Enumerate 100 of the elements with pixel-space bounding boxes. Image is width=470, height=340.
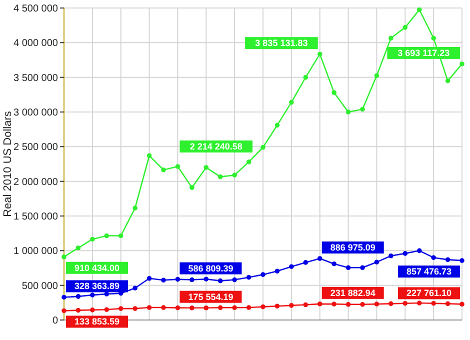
- point: [232, 172, 237, 178]
- data-label: 175 554.19: [188, 292, 234, 302]
- point: [289, 264, 294, 270]
- point: [289, 303, 294, 308]
- point: [402, 300, 408, 306]
- point: [246, 305, 252, 310]
- point: [90, 308, 95, 312]
- y-tick-label: 1 500 000: [14, 212, 58, 222]
- point: [274, 268, 280, 274]
- point: [76, 294, 81, 299]
- data-label: 886 975.09: [330, 242, 376, 253]
- point: [62, 254, 66, 260]
- point: [346, 302, 351, 307]
- point: [374, 302, 380, 306]
- point: [431, 300, 436, 306]
- y-tick-label: 500 000: [22, 280, 58, 292]
- point: [104, 307, 110, 312]
- point: [346, 110, 351, 114]
- data-label: 857 476.73: [406, 266, 452, 277]
- point: [218, 174, 223, 180]
- y-tick-label: 3 500 000: [14, 72, 58, 84]
- point: [175, 276, 180, 282]
- point: [246, 274, 252, 280]
- point: [460, 62, 464, 66]
- point: [388, 253, 394, 258]
- y-tick-label: 1 000 000: [14, 246, 58, 258]
- data-label: 227 761.10: [406, 288, 452, 298]
- point: [445, 78, 450, 84]
- point: [317, 256, 322, 261]
- point: [218, 305, 223, 310]
- point: [460, 258, 464, 263]
- data-label: 231 882.94: [330, 288, 376, 298]
- point: [360, 265, 365, 270]
- point: [190, 277, 194, 282]
- y-tick-label: 2 500 000: [14, 142, 58, 154]
- point: [388, 36, 394, 41]
- point: [132, 286, 138, 291]
- point: [62, 294, 66, 300]
- data-label: 3 693 117.23: [398, 48, 450, 58]
- point: [260, 272, 266, 277]
- point: [132, 206, 138, 210]
- point: [289, 100, 294, 105]
- point: [445, 301, 450, 306]
- point: [260, 304, 266, 310]
- point: [190, 185, 194, 190]
- point: [374, 73, 380, 78]
- data-label: 133 853.59: [74, 316, 120, 327]
- point: [246, 160, 252, 164]
- point: [346, 265, 351, 270]
- point: [218, 278, 223, 284]
- point: [416, 7, 422, 12]
- point: [232, 277, 237, 282]
- point: [431, 36, 436, 41]
- point: [332, 261, 336, 266]
- point: [104, 292, 110, 296]
- data-label: 3 835 131.83: [255, 38, 308, 48]
- point: [146, 276, 152, 281]
- point: [76, 245, 81, 250]
- point: [416, 300, 422, 306]
- y-tick-label: 4 500 000: [14, 4, 58, 14]
- point: [190, 305, 194, 310]
- point: [161, 167, 166, 172]
- y-tick-label: 0: [52, 316, 58, 326]
- point: [317, 52, 322, 56]
- point: [146, 305, 152, 310]
- point: [431, 255, 436, 260]
- y-axis-title: Real 2010 US Dollars: [2, 110, 14, 217]
- point: [204, 305, 209, 310]
- point: [175, 164, 180, 169]
- point: [146, 153, 152, 158]
- data-label: 910 434.00: [74, 262, 120, 273]
- data-label: 2 214 240.58: [190, 141, 242, 152]
- point: [460, 302, 464, 307]
- point: [303, 302, 308, 308]
- point: [260, 144, 266, 150]
- point: [232, 305, 237, 310]
- point: [374, 260, 380, 265]
- point: [360, 106, 365, 112]
- point: [76, 308, 81, 313]
- point: [303, 260, 308, 265]
- point: [388, 301, 394, 306]
- point: [118, 306, 124, 311]
- point: [204, 165, 209, 170]
- y-tick-label: 3 000 000: [14, 108, 58, 118]
- point: [274, 122, 280, 128]
- point: [317, 302, 322, 306]
- y-tick-label: 4 000 000: [14, 38, 58, 50]
- point: [118, 233, 124, 238]
- data-label: 328 363.89: [74, 281, 120, 292]
- y-tick-label: 2 000 000: [14, 176, 58, 188]
- point: [274, 304, 280, 309]
- point: [402, 251, 408, 256]
- point: [332, 90, 336, 95]
- point: [360, 302, 365, 307]
- point: [332, 302, 336, 306]
- point: [90, 292, 95, 298]
- point: [445, 257, 450, 262]
- point: [161, 278, 166, 283]
- point: [161, 305, 166, 310]
- point: [204, 276, 209, 282]
